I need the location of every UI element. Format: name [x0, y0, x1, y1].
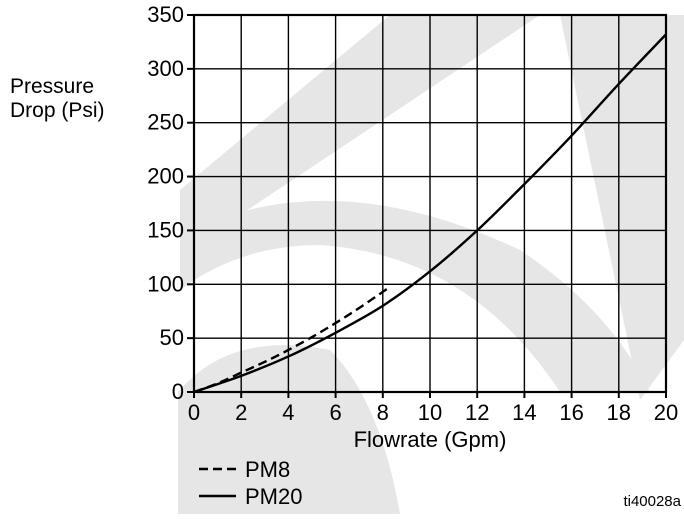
background-watermark: [178, 15, 684, 514]
axes: [187, 13, 668, 398]
x-tick-label: 20: [654, 400, 678, 425]
y-axis-title-line: Drop (Psi): [10, 99, 105, 122]
x-tick-label: 10: [418, 400, 442, 425]
y-tick-label: 100: [147, 271, 184, 296]
y-tick-label: 50: [160, 325, 184, 350]
legend-label-pm20: PM20: [245, 484, 302, 509]
x-tick-label: 0: [188, 400, 200, 425]
x-tick-label: 2: [235, 400, 247, 425]
y-tick-label: 150: [147, 217, 184, 242]
watermark-arc: [180, 200, 650, 392]
axis-labels: 0 50 100 150 200 250 300 350 0 2 4 6 8 10 12 14 16 18 20 Fl…: [10, 2, 682, 510]
x-tick-label: 12: [465, 400, 489, 425]
watermark-slash-left: [180, 15, 540, 255]
series-layer: [193, 33, 667, 394]
y-tick-label: 350: [147, 2, 184, 27]
x-axis-title: Flowrate (Gpm): [354, 427, 507, 452]
y-axis-title-line: Pressure: [10, 75, 94, 98]
x-tick-label: 4: [282, 400, 294, 425]
x-tick-label: 6: [329, 400, 341, 425]
x-tick-label: 16: [559, 400, 583, 425]
watermark-slash-right: [560, 15, 684, 400]
series-line-pm20: [193, 33, 667, 394]
x-tick-label: 8: [377, 400, 389, 425]
y-tick-label: 300: [147, 56, 184, 81]
figure-id-label: ti40028a: [623, 493, 681, 510]
y-tick-label: 0: [172, 379, 184, 404]
y-tick-label: 200: [147, 164, 184, 189]
y-tick-label: 250: [147, 110, 184, 135]
x-tick-label: 18: [607, 400, 631, 425]
grid-lines: [194, 15, 666, 392]
watermark-lower-shape: [178, 345, 400, 514]
legend-label-pm8: PM8: [245, 457, 290, 482]
series-line-pm8: [193, 287, 389, 394]
x-tick-label: 14: [512, 400, 536, 425]
